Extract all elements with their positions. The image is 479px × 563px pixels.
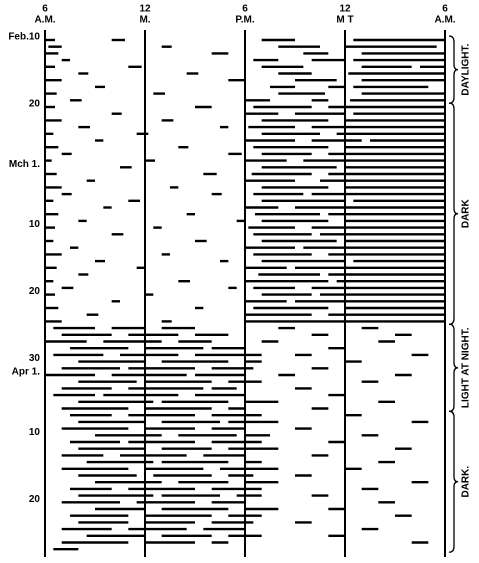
day-label: Feb.10 [8, 32, 40, 43]
x-tick-label: 12 [339, 4, 351, 15]
phase-label: DAYLIGHT. [461, 44, 472, 96]
day-label: 20 [29, 99, 41, 110]
phase-brace [448, 323, 459, 413]
x-tick-sublabel: M T [336, 15, 353, 26]
phase-brace [448, 35, 459, 104]
x-tick-sublabel: P.M. [235, 15, 254, 26]
day-label: 20 [29, 494, 41, 505]
day-label: 30 [29, 353, 41, 364]
phase-brace [448, 410, 459, 553]
x-tick-sublabel: M. [139, 15, 150, 26]
x-tick-sublabel: A.M. [34, 15, 55, 26]
day-label: Mch 1. [9, 159, 40, 170]
x-tick-label: 6 [242, 4, 248, 15]
phase-label: DARK. [461, 466, 472, 498]
x-tick-label: 12 [139, 4, 151, 15]
day-label: 10 [29, 427, 41, 438]
x-tick-label: 6 [442, 4, 448, 15]
day-label: 20 [29, 286, 41, 297]
x-tick-sublabel: A.M. [434, 15, 455, 26]
day-label: Apr 1. [12, 367, 41, 378]
phase-brace [448, 102, 459, 326]
day-label: 10 [29, 219, 41, 230]
x-tick-label: 6 [42, 4, 48, 15]
phase-label: DARK [461, 198, 472, 228]
phase-label: LIGHT AT NIGHT. [461, 327, 472, 408]
